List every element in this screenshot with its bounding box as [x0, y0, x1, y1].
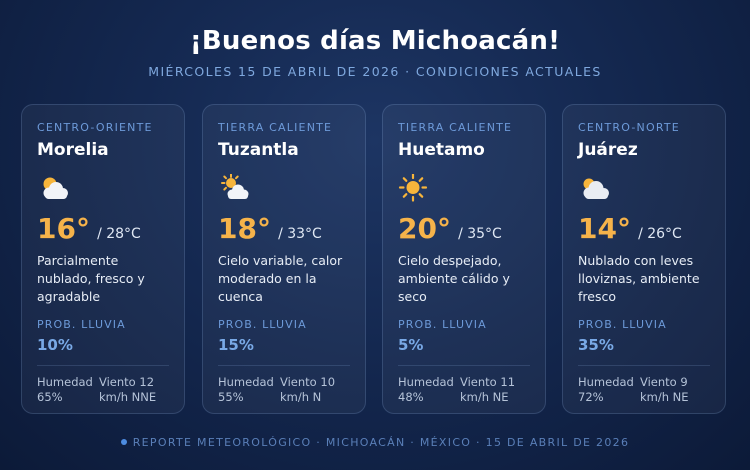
- divider: [37, 365, 169, 366]
- rain-probability-value: 10%: [37, 336, 73, 354]
- city-name: Tuzantla: [218, 140, 299, 160]
- max-temperature: / 28°C: [97, 226, 141, 242]
- city-name: Morelia: [37, 140, 109, 160]
- weather-description: Parcialmente nublado, fresco y agradable: [37, 253, 145, 304]
- partly-cloudy-icon: [37, 174, 71, 202]
- rain-probability-value: 5%: [398, 336, 424, 354]
- humidity-label: Humedad: [578, 375, 634, 389]
- wind-value: km/h NE: [640, 390, 689, 404]
- weather-stats: Humedad 72% Viento 9 km/h NE: [578, 375, 710, 405]
- current-temperature: 18°: [218, 212, 271, 245]
- footer-text: REPORTE METEOROLÓGICO · MICHOACÁN · MÉXI…: [132, 436, 630, 449]
- humidity-value: 55%: [218, 390, 244, 404]
- current-temperature: 14°: [578, 212, 631, 245]
- forecast-card-morelia: CENTRO-ORIENTE Morelia 16° / 28°C Parcia…: [21, 104, 185, 414]
- region-label: TIERRA CALIENTE: [398, 121, 513, 134]
- wind-value: km/h N: [280, 390, 322, 404]
- wind-label: Viento 12: [99, 375, 155, 389]
- max-temperature: / 33°C: [278, 226, 322, 242]
- rain-probability-value: 35%: [578, 336, 614, 354]
- humidity-value: 65%: [37, 390, 63, 404]
- divider: [398, 365, 530, 366]
- forecast-card-juarez: CENTRO-NORTE Juárez 14° / 26°C Nublado c…: [562, 104, 726, 414]
- divider: [218, 365, 350, 366]
- forecast-card-huetamo: TIERRA CALIENTE Huetamo 20° / 35°C: [382, 104, 546, 414]
- wind-value: km/h NE: [460, 390, 509, 404]
- forecast-card-tuzantla: TIERRA CALIENTE Tuzantla: [202, 104, 366, 414]
- humidity-value: 48%: [398, 390, 424, 404]
- humidity-label: Humedad: [37, 375, 93, 389]
- wind-label: Viento 11: [460, 375, 516, 389]
- wind-value: km/h NNE: [99, 390, 157, 404]
- page-title: ¡Buenos días Michoacán!: [189, 26, 561, 56]
- status-dot-icon: [120, 439, 127, 445]
- rain-probability-label: PROB. LLUVIA: [578, 318, 667, 331]
- rain-probability-value: 15%: [218, 336, 254, 354]
- cloudy-icon: [578, 174, 612, 202]
- footer: REPORTE METEOROLÓGICO · MICHOACÁN · MÉXI…: [0, 436, 750, 449]
- weather-description: Cielo variable, calor moderado en la cue…: [218, 253, 343, 304]
- wind-label: Viento 9: [640, 375, 688, 389]
- rain-probability-label: PROB. LLUVIA: [218, 318, 307, 331]
- current-temperature: 16°: [37, 212, 90, 245]
- max-temperature: / 35°C: [458, 226, 502, 242]
- forecast-cards: CENTRO-ORIENTE Morelia 16° / 28°C Parcia…: [21, 104, 731, 416]
- sun-icon: [398, 173, 432, 202]
- rain-probability-label: PROB. LLUVIA: [37, 318, 126, 331]
- weather-description: Cielo despejado, ambiente cálido y seco: [398, 253, 510, 304]
- humidity-label: Humedad: [218, 375, 274, 389]
- divider: [578, 365, 710, 366]
- max-temperature: / 26°C: [638, 226, 682, 242]
- humidity-value: 72%: [578, 390, 604, 404]
- rain-probability-label: PROB. LLUVIA: [398, 318, 487, 331]
- weather-stats: Humedad 48% Viento 11 km/h NE: [398, 375, 530, 405]
- wind-label: Viento 10: [280, 375, 336, 389]
- region-label: CENTRO-ORIENTE: [37, 121, 153, 134]
- region-label: CENTRO-NORTE: [578, 121, 680, 134]
- sun-behind-cloud-icon: [218, 173, 252, 202]
- city-name: Juárez: [578, 140, 638, 160]
- weather-stats: Humedad 55% Viento 10 km/h N: [218, 375, 350, 405]
- weather-description: Nublado con leves lloviznas, ambiente fr…: [578, 253, 700, 304]
- weather-stats: Humedad 65% Viento 12 km/h NNE: [37, 375, 169, 405]
- humidity-label: Humedad: [398, 375, 454, 389]
- page-subtitle: MIÉRCOLES 15 DE ABRIL DE 2026 · CONDICIO…: [148, 64, 602, 79]
- city-name: Huetamo: [398, 140, 485, 160]
- current-temperature: 20°: [398, 212, 451, 245]
- region-label: TIERRA CALIENTE: [218, 121, 333, 134]
